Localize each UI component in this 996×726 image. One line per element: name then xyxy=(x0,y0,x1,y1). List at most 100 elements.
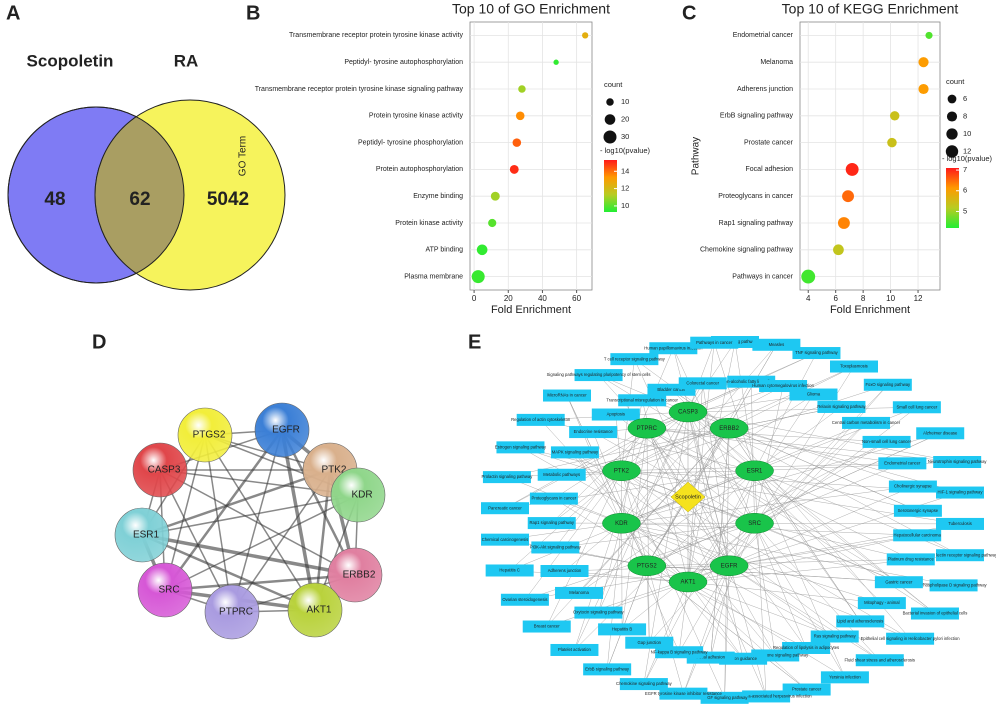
pathway-label: Non-alcoholic fatty liver disease xyxy=(722,379,782,384)
network-edge xyxy=(687,581,744,659)
y-tick-label: Plasma membrane xyxy=(404,273,463,280)
legend-label: 6 xyxy=(963,186,967,195)
target-label: CASP3 xyxy=(678,410,698,416)
y-tick-label: Protein tyrosine kinase activity xyxy=(369,113,464,120)
protein-label: PTPRC xyxy=(219,607,253,618)
pathway-label: Bladder cancer xyxy=(657,387,686,392)
network-edge xyxy=(621,433,941,524)
network-edge xyxy=(702,383,730,566)
pathway-node xyxy=(817,400,866,413)
network-edge xyxy=(646,428,689,498)
network-edge xyxy=(621,470,880,661)
network-edge xyxy=(621,523,954,586)
dot xyxy=(801,269,816,284)
network-edge xyxy=(520,447,755,524)
target-node xyxy=(627,417,667,439)
pathway-node xyxy=(500,593,549,606)
network-edge xyxy=(754,523,961,525)
dot xyxy=(837,217,850,229)
pathway-label: Lipid and atherosclerosis xyxy=(837,618,883,623)
pathway-label: Prostate cancer xyxy=(792,687,822,692)
pathway-node xyxy=(569,426,618,439)
x-axis-title: Fold Enrichment xyxy=(830,304,910,316)
pathway-label: Toxoplasmosis xyxy=(840,364,867,369)
network-edge xyxy=(504,428,647,509)
pathway-label: TNF signaling pathway xyxy=(795,350,838,355)
dot xyxy=(509,164,519,174)
pathway-node xyxy=(836,615,885,628)
legend-dot xyxy=(945,145,959,158)
pathway-label: Regulation of lipolysis in adipocytes xyxy=(773,645,839,650)
legend-label: 10 xyxy=(621,201,629,210)
network-edge xyxy=(141,494,359,536)
network-edge xyxy=(754,523,911,560)
pathway-node xyxy=(910,607,959,620)
pathway-label: HIF-1 signaling pathway xyxy=(938,490,984,495)
dot xyxy=(515,111,525,121)
legend-label: 5 xyxy=(963,206,967,215)
network-edge xyxy=(646,428,650,643)
x-tick-label: 10 xyxy=(886,294,895,303)
pathway-node xyxy=(892,401,941,414)
x-tick-label: 12 xyxy=(914,294,923,303)
network-edge xyxy=(754,470,861,622)
network-edge xyxy=(729,428,918,511)
pathway-node xyxy=(855,654,904,667)
y-tick-label: Focal adhesion xyxy=(746,166,794,173)
network-edge xyxy=(566,395,622,524)
pathway-label: Tuberculosis xyxy=(948,521,972,526)
pathway-node xyxy=(574,606,623,619)
pathway-node xyxy=(782,683,831,696)
pathway-label: Prolactin signaling pathway xyxy=(482,474,534,479)
pathway-label: Endocrine resistance xyxy=(574,429,614,434)
y-tick-label: Proteoglycans in cancer xyxy=(718,193,793,200)
pathway-label: ErbB signaling pathway xyxy=(585,666,630,671)
x-tick-label: 40 xyxy=(538,294,547,303)
network-edge xyxy=(678,565,730,653)
network-edge xyxy=(646,428,958,463)
pathway-label: Gap junction xyxy=(638,640,662,645)
legend-label: 7 xyxy=(963,165,967,174)
legend-label: 20 xyxy=(621,114,629,123)
color-bar xyxy=(946,168,959,228)
x-tick-label: 20 xyxy=(504,294,513,303)
pathway-label: Glioma xyxy=(807,392,821,397)
pathway-node xyxy=(789,388,838,401)
legend-dot xyxy=(947,94,957,104)
network-edge xyxy=(754,406,842,471)
pathway-node xyxy=(522,620,571,633)
pathway-node xyxy=(792,347,841,360)
target-label: EGFR xyxy=(721,563,738,569)
legend-title: count xyxy=(946,77,965,86)
pathway-node xyxy=(878,457,927,470)
legend-label: 14 xyxy=(621,166,629,175)
pathway-node xyxy=(482,471,531,484)
panel-label: B xyxy=(246,2,260,24)
y-tick-label: Peptidyl- tyrosine phosphorylation xyxy=(358,139,463,146)
network-edge xyxy=(754,463,903,524)
color-bar xyxy=(604,160,617,212)
dot xyxy=(476,244,488,256)
pathway-node xyxy=(598,623,647,636)
compound-label: Scopoletin xyxy=(675,494,701,500)
pathway-label: Cholinergic synapse xyxy=(894,484,932,489)
legend-dot xyxy=(604,114,616,125)
pathway-node xyxy=(555,586,604,599)
pathway-label: Human papillomavirus infection xyxy=(644,345,703,350)
network-edge xyxy=(754,441,887,524)
legend-title: - log10(pvalue) xyxy=(942,154,993,163)
protein-label: SRC xyxy=(158,585,179,596)
protein-label: KDR xyxy=(351,490,372,501)
x-axis-title: Fold Enrichment xyxy=(491,304,571,316)
network-edge xyxy=(687,407,917,413)
chart-title: Top 10 of KEGG Enrichment xyxy=(782,1,959,17)
network-edge xyxy=(621,470,776,656)
protein-label: CASP3 xyxy=(148,465,181,476)
legend-dot xyxy=(946,111,958,122)
y-tick-label: Rap1 signaling pathway xyxy=(719,220,794,227)
y-tick-label: Protein autophosphorylation xyxy=(376,166,463,173)
pathway-label: Transcriptional misregulation in cancer xyxy=(606,397,678,402)
protein-node xyxy=(330,467,386,523)
pathway-label: Mitophagy - animal xyxy=(864,600,899,605)
network-edge xyxy=(729,565,835,637)
